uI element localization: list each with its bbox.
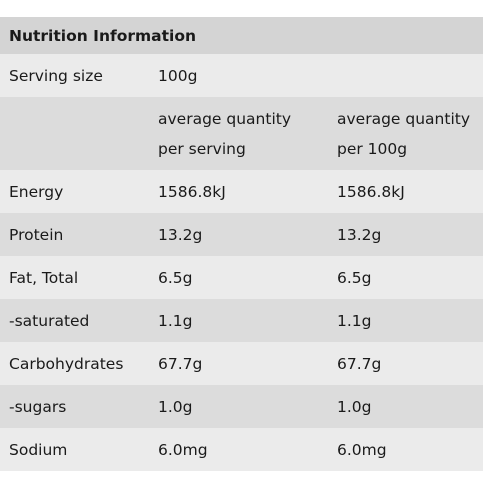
- serving-size-value: 100g: [158, 66, 198, 85]
- row-per-100g: 1586.8kJ: [337, 182, 405, 201]
- column-header-per-100g: average quantity per 100g: [337, 97, 470, 170]
- row-label: -saturated: [9, 311, 90, 330]
- row-per-100g: 6.0mg: [337, 440, 387, 459]
- row-per-serving: 67.7g: [158, 354, 203, 373]
- row-per-100g: 13.2g: [337, 225, 382, 244]
- row-per-100g: 1.1g: [337, 311, 372, 330]
- table-title-row: Nutrition Information: [0, 17, 483, 54]
- row-per-serving: 6.0mg: [158, 440, 208, 459]
- row-label: Protein: [9, 225, 64, 244]
- row-per-100g: 67.7g: [337, 354, 382, 373]
- column-header-per-serving: average quantity per serving: [158, 97, 291, 170]
- column-header-per-serving-line-1: average quantity: [158, 109, 291, 128]
- row-per-serving: 1.1g: [158, 311, 193, 330]
- column-header-row: average quantity per serving average qua…: [0, 97, 483, 170]
- serving-size-row: Serving size 100g: [0, 54, 483, 97]
- table-row-energy: Energy 1586.8kJ 1586.8kJ: [0, 170, 483, 213]
- table-row-carbohydrates: Carbohydrates 67.7g 67.7g: [0, 342, 483, 385]
- serving-size-label: Serving size: [9, 66, 103, 85]
- row-label: -sugars: [9, 397, 67, 416]
- table-row-saturated: -saturated 1.1g 1.1g: [0, 299, 483, 342]
- row-label: Energy: [9, 182, 64, 201]
- row-label: Sodium: [9, 440, 68, 459]
- row-label: Carbohydrates: [9, 354, 124, 373]
- row-per-100g: 1.0g: [337, 397, 372, 416]
- column-header-per-100g-line-1: average quantity: [337, 109, 470, 128]
- table-row-fat-total: Fat, Total 6.5g 6.5g: [0, 256, 483, 299]
- table-title: Nutrition Information: [9, 26, 197, 45]
- table-row-protein: Protein 13.2g 13.2g: [0, 213, 483, 256]
- row-label: Fat, Total: [9, 268, 79, 287]
- column-header-per-serving-line-2: per serving: [158, 139, 246, 158]
- nutrition-table: Nutrition Information Serving size 100g …: [0, 17, 483, 471]
- table-row-sodium: Sodium 6.0mg 6.0mg: [0, 428, 483, 471]
- row-per-serving: 6.5g: [158, 268, 193, 287]
- row-per-100g: 6.5g: [337, 268, 372, 287]
- row-per-serving: 1586.8kJ: [158, 182, 226, 201]
- row-per-serving: 13.2g: [158, 225, 203, 244]
- column-header-per-100g-line-2: per 100g: [337, 139, 408, 158]
- table-row-sugars: -sugars 1.0g 1.0g: [0, 385, 483, 428]
- row-per-serving: 1.0g: [158, 397, 193, 416]
